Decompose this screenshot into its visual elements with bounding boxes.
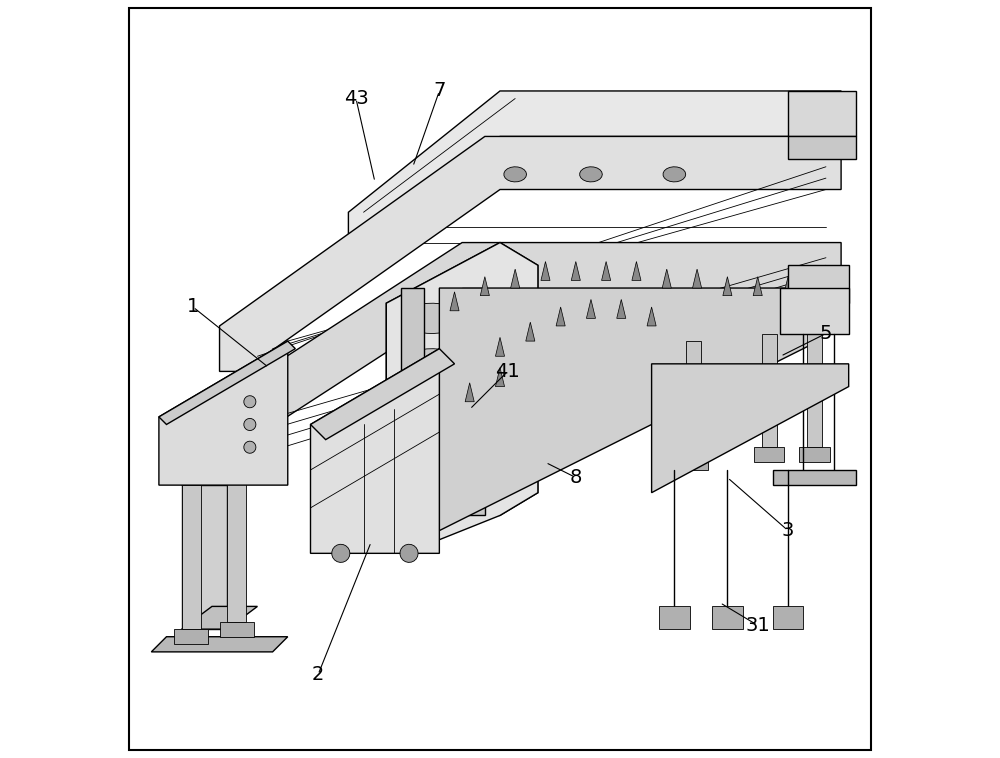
Polygon shape bbox=[480, 277, 489, 296]
Polygon shape bbox=[220, 622, 254, 637]
Polygon shape bbox=[151, 637, 288, 652]
Polygon shape bbox=[310, 349, 439, 553]
Polygon shape bbox=[659, 606, 690, 629]
Polygon shape bbox=[783, 277, 793, 296]
Polygon shape bbox=[723, 277, 732, 296]
Polygon shape bbox=[495, 368, 505, 387]
Polygon shape bbox=[762, 334, 777, 447]
Polygon shape bbox=[780, 288, 849, 334]
Polygon shape bbox=[400, 544, 418, 562]
Polygon shape bbox=[402, 349, 462, 379]
Text: 41: 41 bbox=[495, 362, 520, 381]
Polygon shape bbox=[773, 606, 803, 629]
Polygon shape bbox=[310, 349, 455, 440]
Polygon shape bbox=[712, 606, 743, 629]
Polygon shape bbox=[799, 447, 830, 462]
Polygon shape bbox=[439, 288, 818, 531]
Polygon shape bbox=[586, 299, 596, 318]
Polygon shape bbox=[753, 277, 762, 296]
Text: 5: 5 bbox=[820, 324, 832, 343]
Polygon shape bbox=[227, 478, 246, 622]
Polygon shape bbox=[652, 364, 849, 493]
Polygon shape bbox=[663, 167, 686, 182]
Polygon shape bbox=[182, 243, 841, 485]
Polygon shape bbox=[571, 262, 580, 280]
Text: 31: 31 bbox=[745, 615, 770, 635]
Polygon shape bbox=[526, 322, 535, 341]
Polygon shape bbox=[348, 91, 841, 258]
Polygon shape bbox=[632, 262, 641, 280]
Polygon shape bbox=[450, 292, 459, 311]
Polygon shape bbox=[807, 334, 822, 447]
Polygon shape bbox=[386, 243, 538, 515]
Polygon shape bbox=[602, 262, 611, 280]
Polygon shape bbox=[556, 307, 565, 326]
Polygon shape bbox=[332, 544, 350, 562]
Polygon shape bbox=[174, 629, 208, 644]
Polygon shape bbox=[686, 341, 701, 455]
Polygon shape bbox=[788, 91, 856, 136]
Polygon shape bbox=[402, 303, 462, 334]
Polygon shape bbox=[788, 136, 856, 159]
Polygon shape bbox=[159, 341, 295, 424]
Polygon shape bbox=[754, 447, 784, 462]
Polygon shape bbox=[495, 337, 505, 356]
Polygon shape bbox=[220, 136, 841, 371]
Polygon shape bbox=[580, 167, 602, 182]
Polygon shape bbox=[182, 485, 201, 629]
Polygon shape bbox=[678, 455, 708, 470]
Polygon shape bbox=[401, 288, 424, 515]
Polygon shape bbox=[465, 383, 474, 402]
Polygon shape bbox=[693, 269, 702, 288]
Polygon shape bbox=[511, 269, 520, 288]
Polygon shape bbox=[647, 307, 656, 326]
Polygon shape bbox=[617, 299, 626, 318]
Polygon shape bbox=[386, 243, 538, 546]
Polygon shape bbox=[788, 265, 849, 303]
Text: 2: 2 bbox=[312, 665, 324, 684]
Polygon shape bbox=[504, 167, 527, 182]
Polygon shape bbox=[773, 470, 856, 485]
Text: 7: 7 bbox=[433, 81, 446, 101]
Polygon shape bbox=[662, 269, 671, 288]
Text: 3: 3 bbox=[782, 521, 794, 540]
Text: 43: 43 bbox=[344, 89, 368, 108]
Text: 1: 1 bbox=[187, 297, 199, 317]
Polygon shape bbox=[402, 394, 462, 424]
Polygon shape bbox=[244, 418, 256, 431]
Polygon shape bbox=[462, 288, 485, 515]
Polygon shape bbox=[244, 441, 256, 453]
Polygon shape bbox=[159, 341, 288, 485]
Polygon shape bbox=[182, 606, 257, 629]
Text: 8: 8 bbox=[570, 468, 582, 487]
Polygon shape bbox=[541, 262, 550, 280]
Polygon shape bbox=[244, 396, 256, 408]
Polygon shape bbox=[182, 485, 227, 629]
